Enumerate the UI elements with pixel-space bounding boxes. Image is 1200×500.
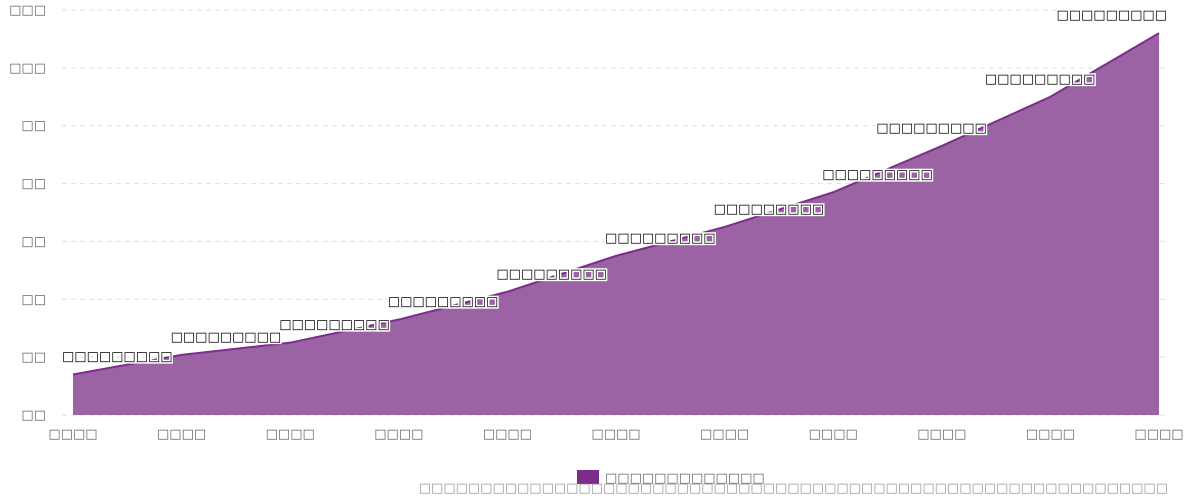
x-tick-label: □□□□	[374, 427, 423, 442]
data-label: □□□□□□□□□	[496, 267, 607, 282]
source-note: □□□□□□□□□□□□□□□□□□□□□□□□□□□□□□□□□□□□□□□□…	[419, 481, 1168, 496]
data-label: □□□□□□□□□	[62, 350, 173, 365]
legend-swatch	[577, 470, 599, 484]
legend[interactable]: □□□□□□□□□□□□□	[577, 470, 765, 486]
legend-label: □□□□□□□□□□□□□	[605, 471, 765, 486]
data-label: □□□□□□□□□	[1056, 8, 1167, 23]
y-axis-ticks: □□□□□□□□□□□□□□□□□□	[9, 3, 46, 423]
data-label: □□□□□□□□□	[388, 295, 499, 310]
y-tick-label: □□	[21, 177, 46, 192]
data-label: □□□□□□□□□	[171, 330, 282, 345]
x-tick-label: □□□□	[483, 427, 532, 442]
y-tick-label: □□	[21, 350, 46, 365]
y-tick-label: □□□	[9, 61, 46, 76]
y-tick-label: □□	[21, 292, 46, 307]
data-label: □□□□□□□□□	[822, 167, 933, 182]
data-label: □□□□□□□□□	[714, 202, 825, 217]
series-line	[72, 32, 1160, 376]
series-area	[72, 32, 1160, 416]
x-axis-ticks: □□□□ □□□□ □□□□ □□□□ □□□□ □□□□ □□□□ □□□□ □□□□ □□□□…	[48, 427, 1183, 442]
data-label: □□□□□□□□□	[605, 231, 716, 246]
y-tick-label: □□□	[9, 3, 46, 18]
x-tick-label: □□□□	[591, 427, 640, 442]
x-tick-label: □□□□	[700, 427, 749, 442]
x-tick-label: □□□□	[157, 427, 206, 442]
x-tick-label: □□□□	[266, 427, 315, 442]
x-tick-label: □□□□	[1134, 427, 1183, 442]
x-tick-label: □□□□	[1026, 427, 1075, 442]
data-labels: □□□□□□□□□□□□□□□□□□□□□□□□□□□□□□□□□□□□□□□□…	[61, 7, 1169, 366]
y-tick-label: □□	[21, 408, 46, 423]
y-tick-label: □□	[21, 119, 46, 134]
data-label: □□□□□□□□□	[279, 318, 390, 333]
x-tick-label: □□□□	[48, 427, 97, 442]
x-tick-label: □□□□	[917, 427, 966, 442]
area-fill	[73, 33, 1159, 416]
x-tick-label: □□□□	[809, 427, 858, 442]
data-label: □□□□□□□□□	[876, 121, 987, 136]
data-label: □□□□□□□□□	[985, 72, 1096, 87]
y-tick-label: □□	[21, 234, 46, 249]
